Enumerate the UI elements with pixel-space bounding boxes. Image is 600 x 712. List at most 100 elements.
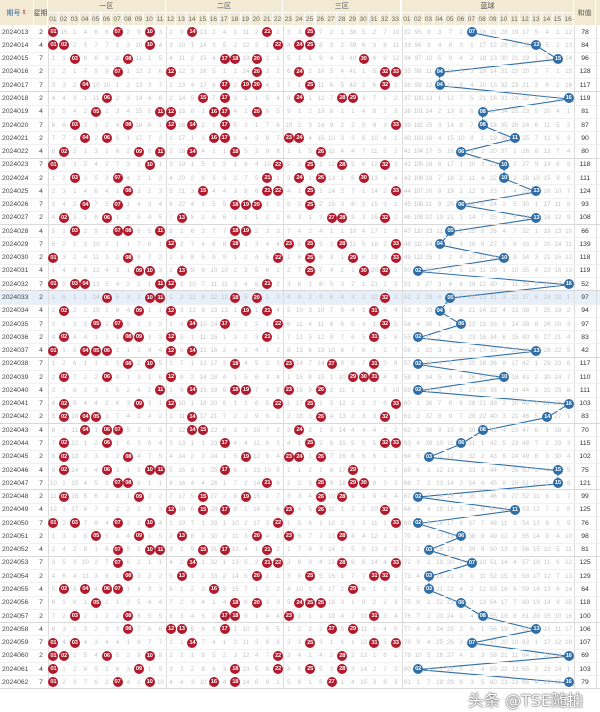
blue-cell: 14 (500, 559, 508, 567)
table-row[interactable]: 2024026 7 3 4 2 04 7 5 07 1 4 3 4 6 22 4 1 5 5 18 19 20 1 1 5 2 25… (0, 199, 600, 212)
table-row[interactable]: 2024052 4 2 4 2 9 1 6 07 5 1 10 11 3 1 9 15 31 17 12 4 1 21 2 1 7… (0, 544, 600, 557)
blue-cell: 20 (500, 639, 508, 647)
blue-cell: 8 (480, 532, 485, 540)
red-cell: 18 (230, 663, 241, 675)
table-row[interactable]: 2024062 7 01 2 3 7 6 2 07 4 1 10 10 4 4 3 10 16 4 18 14 6 9 1 5 6… (0, 676, 600, 689)
red-cell: 2 (190, 55, 195, 63)
table-row[interactable]: 2024029 7 6 2 1 3 10 2 1 1 7 6 1 12 2 7 4 8 8 18 1 3 4 4 23 5 25 5 2… (0, 238, 600, 252)
table-row[interactable]: 2024023 7 01 1 3 2 4 2 7 3 1 10 1 3 19 1 5 2 2 1 6 4 10 22 2 2 25 1… (0, 159, 600, 172)
red-cell: 18 (178, 506, 186, 514)
table-row[interactable]: 2024045 2 8 02 13 2 3 1 2 08 4 7 5 4 14 2 2 24 1 5 19 12 9 4 23 2… (0, 451, 600, 464)
red-cell: 13 (370, 546, 378, 554)
table-row[interactable]: 2024058 4 8 3 1 3 2 3 3 08 7 6 6 12 13 5 6 3 17 1 10 2 5 5 1 2 2 2 2… (0, 623, 600, 637)
blue-cell: 66 (522, 678, 530, 686)
table-row[interactable]: 2024053 7 3 5 3 10 2 7 07 6 2 1 1 4 2 14 1 32 1 13 5 2 21 22 2 8 9… (0, 557, 600, 571)
table-row[interactable]: 2024059 7 01 4 03 4 3 4 4 1 8 7 7 1 1 14 7 4 1 2 11 3 6 6 2 3 25 3 1… (0, 636, 600, 650)
table-row[interactable]: 2024042 2 5 02 10 04 05 3 7 4 1 4 2 1 11 14 17 21 7 2 2 9 6 1 2 1… (0, 411, 600, 425)
red-cell: 4 (83, 28, 88, 36)
blue-cell: 36 (522, 280, 530, 288)
table-row[interactable]: 2024054 2 4 6 4 11 3 8 1 08 3 2 2 5 13 1 2 33 2 14 6 20 1 1 3 9 25… (0, 570, 600, 584)
table-row[interactable]: 2024049 4 12 1 17 6 7 3 2 2 1 3 3 12 18 6 15 28 17 9 1 16 2 8 23… (0, 504, 600, 517)
blue-cell: 46 (489, 493, 497, 501)
table-row[interactable]: 2024050 7 01 2 03 7 8 4 07 3 2 10 4 1 19 7 1 29 1 10 2 17 3 22 1… (0, 517, 600, 531)
red-cell: 13 (221, 307, 229, 315)
red-ball: 05 (91, 411, 102, 422)
table-row[interactable]: 2024043 4 6 1 11 04 1 06 07 5 2 5 3 2 12 14 15 22 8 3 3 10 7 2 3… (0, 424, 600, 438)
table-row[interactable]: 2024036 2 4 02 4 4 1 3 1 08 09 3 3 12 5 1 11 15 1 3 2 3 21 1 7 12… (0, 331, 600, 345)
red-ball: 22 (273, 557, 284, 568)
blue-cell: 109 (413, 214, 424, 222)
table-row[interactable]: 2024019 4 5 5 4 2 05 1 3 4 15 5 11 12 15 6 1 16 17 4 2 20 6 5 9 1… (0, 106, 600, 119)
sort-icon[interactable]: ⇕ (21, 9, 27, 16)
red-cell: 11 (82, 572, 89, 580)
table-row[interactable]: 2024034 4 2 02 2 2 15 1 6 4 09 1 1 12 3 12 9 13 13 1 19 1 21 4 5… (0, 305, 600, 318)
red-cell: 11 (371, 519, 378, 527)
red-ball: 12 (166, 279, 177, 290)
table-row[interactable]: 2024014 4 01 02 2 5 7 7 1 3 10 10 4 3 10 1 14 3 5 2 12 3 1 22 4 2… (0, 39, 600, 53)
red-cell: 5 (286, 55, 291, 63)
table-row[interactable]: 2024032 7 01 5 03 04 13 5 4 2 1 1 11 12 1 10 7 11 11 3 4 6 21 2… (0, 278, 600, 292)
red-cell: 06 (101, 344, 113, 356)
red-cell: 3 (254, 41, 259, 49)
red-cell: 4 (351, 678, 355, 686)
red-cell: 4 (105, 267, 109, 275)
table-row[interactable]: 2024027 2 4 02 3 1 8 06 1 2 5 4 5 7 13 5 2 6 6 1 1 1 2 2 6 3 1 3 27 2… (0, 212, 600, 226)
red-cell: 14 (231, 572, 239, 580)
table-row[interactable]: 2024022 4 8 02 2 1 3 1 6 2 09 8 11 2 18 14 4 1 1 18 5 3 9 8 1 1 5 2… (0, 145, 600, 159)
table-row[interactable]: 2024017 7 3 3 2 04 10 10 1 2 13 3 7 1 13 4 17 6 17 2 19 20 4 3 7… (0, 79, 600, 93)
blue-cell: 2 (534, 240, 539, 248)
red-ball: 07 (112, 557, 123, 568)
red-ball: 18 (230, 611, 241, 621)
blue-cell: 8 (427, 28, 431, 36)
red-cell: 9 (105, 68, 109, 76)
red-cell: 8 (265, 134, 270, 142)
table-row[interactable]: 2024048 2 11 02 16 5 6 2 1 1 09 2 2 7 17 5 15 27 2 8 19 15 1 7 3… (0, 490, 600, 504)
red-ball: 04 (80, 133, 91, 144)
table-row[interactable]: 2024051 2 1 3 1 8 05 5 1 4 09 1 5 2 13 8 2 30 2 11 3 20 4 1 23 6 7… (0, 530, 600, 544)
table-row[interactable]: 2024025 4 2 3 1 4 6 4 1 08 3 2 3 5 21 3 15 4 4 3 8 6 21 22 4 1 25 1… (0, 185, 600, 199)
red-cell: 19 (240, 79, 252, 91)
red-cell: 13 (178, 81, 186, 89)
table-row[interactable]: 2024030 2 01 3 2 4 11 3 2 08 8 7 2 1 3 8 5 9 9 1 2 4 5 22 1 6 25 6 3… (0, 252, 600, 265)
red-cell: 6 (319, 678, 323, 686)
table-row[interactable]: 2024057 2 7 2 03 2 1 2 2 08 6 5 5 8 3 4 5 2 17 18 9 1 4 4 23 1 1 1 1… (0, 610, 600, 624)
table-row[interactable]: 2024044 7 7 02 12 1 2 06 1 6 3 6 4 3 13 1 1 23 17 4 4 11 8 3 4 1 2… (0, 437, 600, 451)
issue-column-header[interactable]: 期号 ⇕ (0, 0, 34, 26)
span-value: 23 (596, 265, 600, 277)
table-row[interactable]: 2024046 4 9 02 14 3 4 06 3 1 5 10 11 5 15 3 3 25 17 6 1 13 10 5… (0, 464, 600, 478)
red-cell: 5 (190, 625, 195, 633)
table-row[interactable]: 2024037 4 01 1 5 04 05 06 2 1 1 4 4 12 6 14 12 16 2 4 3 4 1 2 8 1… (0, 344, 600, 358)
issue-number: 2024046 (2, 466, 29, 474)
table-row[interactable]: 2024061 4 01 1 2 6 5 1 6 3 09 1 9 3 3 2 9 6 3 18 13 5 8 22 4 5 25 5… (0, 663, 600, 677)
table-row[interactable]: 2024013 2 01 15 1 4 6 6 07 2 9 10 3 2 9 14 13 2 4 1 11 2 21 1 3 3… (0, 26, 600, 40)
table-row[interactable]: 2024031 4 1 4 3 5 12 4 3 1 09 10 3 2 13 9 6 10 10 2 3 5 6 1 2 7 25… (0, 265, 600, 279)
blue-cell: 41 (403, 148, 411, 156)
table-row[interactable]: 2024035 7 3 1 3 3 05 2 07 5 1 2 2 1 4 14 10 14 17 2 1 2 1 22 6 11… (0, 318, 600, 332)
table-row[interactable]: 2024028 4 5 1 03 2 9 1 07 08 6 5 11 8 1 6 3 7 7 18 19 2 3 3 7 4 2 4… (0, 225, 600, 239)
red-cell: 1 (201, 439, 205, 447)
red-cell: 6 (212, 214, 216, 222)
red-ball: 26 (315, 597, 326, 608)
red-cell: 4 (319, 652, 323, 660)
blue-cell: 74 (403, 585, 411, 593)
blue-cell: 7 (480, 519, 485, 527)
table-row[interactable]: 2024056 7 6 1 6 1 05 1 1 2 5 4 4 7 2 3 4 1 4 18 8 20 3 3 5 24 25 26… (0, 597, 600, 610)
blue-cell: 16 (532, 559, 540, 567)
table-row[interactable]: 2024060 2 01 02 1 5 4 06 5 2 9 10 8 2 2 1 8 5 2 3 12 4 7 22 3 4 1 4… (0, 650, 600, 663)
table-row[interactable]: 2024015 7 1 1 03 6 8 8 2 08 11 1 5 4 11 2 15 4 17 18 13 20 2 1 5… (0, 53, 600, 66)
table-row[interactable]: 2024038 7 1 2 6 1 1 1 3 08 2 10 5 1 7 1 13 17 3 18 4 5 2 3 23 14 7… (0, 358, 600, 372)
table-row[interactable]: 2024039 2 2 02 7 2 2 06 4 1 3 1 6 12 8 2 14 18 4 1 5 6 3 4 1 15 8 1… (0, 371, 600, 385)
table-row[interactable]: 2024047 7 10 1 15 4 5 1 07 08 6 1 1 6 16 4 4 26 1 7 2 14 21 6 2 2… (0, 477, 600, 491)
blue-cell: 8 (513, 240, 517, 248)
table-row[interactable]: 2024055 4 5 02 5 04 4 06 07 1 4 3 3 6 1 2 3 16 3 15 7 1 2 2 4 10 1… (0, 583, 600, 597)
table-row[interactable]: 2024024 2 1 2 03 3 5 3 07 4 2 1 2 4 20 2 6 3 3 2 7 5 21 1 3 24 1 26… (0, 172, 600, 186)
table-row[interactable]: 2024040 4 3 1 8 3 3 1 5 2 4 2 11 1 9 14 15 19 5 18 19 7 4 5 23 16… (0, 384, 600, 398)
red-ball: 33 (390, 120, 401, 130)
table-row[interactable]: 2024021 2 7 7 1 04 2 06 5 1 17 7 2 1 17 1 3 16 17 6 4 2 8 7 23 24… (0, 132, 600, 146)
table-row[interactable]: 2024041 7 4 02 9 4 4 2 6 3 09 3 1 12 10 1 16 20 6 1 1 8 5 22 1 17… (0, 398, 600, 411)
table-row[interactable]: 2024018 2 4 4 3 1 11 06 2 3 14 4 8 2 14 5 15 7 17 3 1 1 5 4 8 24 1… (0, 92, 600, 106)
table-row[interactable]: 2024033 2 1 6 1 1 14 06 5 3 2 10 11 1 2 11 8 12 12 18 5 20 1 3 4… (0, 291, 600, 305)
table-row[interactable]: 2024020 7 6 6 03 3 1 2 4 08 16 6 1 12 16 14 2 1 17 5 3 1 7 6 10 2… (0, 119, 600, 133)
red-ball: 13 (176, 571, 187, 582)
table-row[interactable]: 2024016 2 2 2 1 7 9 9 07 1 12 2 6 12 12 3 16 5 1 1 14 20 3 2 6 24… (0, 66, 600, 80)
